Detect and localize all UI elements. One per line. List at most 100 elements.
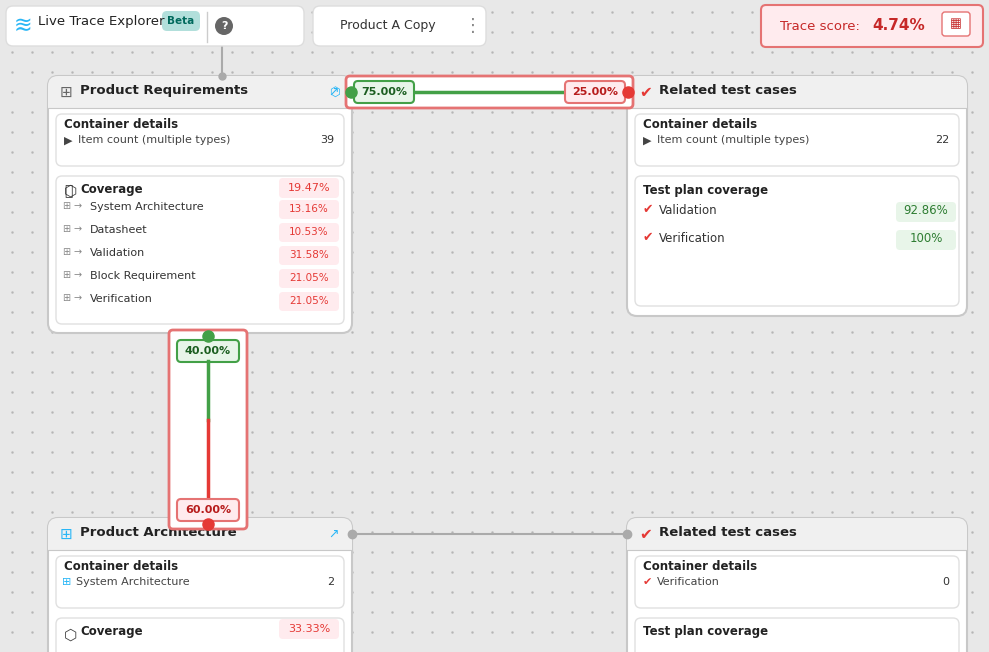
Text: 19.47%: 19.47% — [288, 183, 330, 193]
Text: Product A Copy: Product A Copy — [340, 20, 436, 33]
FancyBboxPatch shape — [354, 81, 414, 103]
Text: ✔: ✔ — [639, 527, 652, 542]
Bar — [48, 538, 352, 550]
Text: ⊞: ⊞ — [62, 201, 70, 211]
Text: 21.05%: 21.05% — [289, 296, 328, 306]
Text: 0: 0 — [942, 577, 949, 587]
FancyBboxPatch shape — [6, 6, 304, 46]
Text: System Architecture: System Architecture — [76, 577, 190, 587]
Text: ≋: ≋ — [14, 16, 33, 36]
FancyBboxPatch shape — [627, 76, 967, 316]
Text: Validation: Validation — [659, 204, 718, 217]
Text: Coverage: Coverage — [80, 625, 142, 638]
FancyBboxPatch shape — [56, 176, 344, 324]
Text: Related test cases: Related test cases — [659, 84, 797, 97]
Circle shape — [215, 17, 233, 35]
Text: ⊞: ⊞ — [62, 293, 70, 303]
Text: ⊞: ⊞ — [60, 85, 73, 100]
FancyBboxPatch shape — [565, 81, 625, 103]
Text: 21.05%: 21.05% — [289, 273, 328, 283]
Text: ▶: ▶ — [64, 136, 72, 146]
FancyBboxPatch shape — [627, 518, 967, 550]
Text: 25.00%: 25.00% — [572, 87, 618, 97]
FancyBboxPatch shape — [761, 5, 983, 47]
Text: 100%: 100% — [909, 233, 943, 246]
FancyBboxPatch shape — [635, 114, 959, 166]
Text: Product Requirements: Product Requirements — [80, 84, 248, 97]
FancyBboxPatch shape — [48, 518, 352, 550]
Text: 92.86%: 92.86% — [904, 205, 948, 218]
Text: Verification: Verification — [659, 232, 726, 245]
Text: ▦: ▦ — [950, 18, 962, 31]
Text: 31.58%: 31.58% — [289, 250, 329, 260]
FancyBboxPatch shape — [635, 556, 959, 608]
Text: System Architecture: System Architecture — [90, 202, 204, 212]
Text: ↗: ↗ — [328, 85, 339, 98]
FancyBboxPatch shape — [627, 76, 967, 108]
FancyBboxPatch shape — [177, 340, 239, 362]
Bar — [48, 96, 352, 108]
FancyBboxPatch shape — [169, 330, 247, 529]
Text: Verification: Verification — [90, 294, 153, 304]
FancyBboxPatch shape — [627, 518, 967, 652]
Bar — [627, 538, 967, 550]
FancyBboxPatch shape — [279, 292, 339, 311]
Text: ⋮: ⋮ — [464, 17, 482, 35]
Bar — [627, 96, 967, 108]
Text: ⬡: ⬡ — [64, 184, 77, 199]
FancyBboxPatch shape — [279, 619, 339, 639]
Text: →: → — [74, 270, 82, 280]
Text: Related test cases: Related test cases — [659, 526, 797, 539]
Text: 22: 22 — [935, 135, 949, 145]
Text: Container details: Container details — [643, 560, 758, 573]
FancyBboxPatch shape — [346, 76, 633, 108]
FancyBboxPatch shape — [56, 114, 344, 166]
Text: Validation: Validation — [90, 248, 145, 258]
FancyBboxPatch shape — [896, 202, 956, 222]
Text: ⊞: ⊞ — [62, 270, 70, 280]
FancyBboxPatch shape — [48, 76, 352, 333]
Text: 4.74%: 4.74% — [872, 18, 925, 33]
Text: 13.16%: 13.16% — [289, 204, 329, 214]
Text: Container details: Container details — [643, 118, 758, 131]
FancyBboxPatch shape — [942, 12, 970, 36]
Text: 33.33%: 33.33% — [288, 624, 330, 634]
Text: Verification: Verification — [657, 577, 720, 587]
Text: →: → — [74, 224, 82, 234]
FancyBboxPatch shape — [635, 176, 959, 306]
Text: Trace score:: Trace score: — [780, 20, 859, 33]
FancyBboxPatch shape — [279, 200, 339, 219]
Text: 39: 39 — [319, 135, 334, 145]
Text: ⊞: ⊞ — [62, 577, 71, 587]
Text: ⊞: ⊞ — [60, 527, 73, 542]
Text: ⊞: ⊞ — [62, 247, 70, 257]
FancyBboxPatch shape — [162, 11, 200, 31]
Text: Datasheet: Datasheet — [90, 225, 147, 235]
Text: 60.00%: 60.00% — [185, 505, 231, 515]
FancyBboxPatch shape — [279, 178, 339, 198]
FancyBboxPatch shape — [279, 246, 339, 265]
Text: ✔: ✔ — [639, 85, 652, 100]
FancyBboxPatch shape — [56, 556, 344, 608]
Text: Coverage: Coverage — [80, 183, 142, 196]
Text: Test plan coverage: Test plan coverage — [643, 625, 768, 638]
FancyBboxPatch shape — [635, 618, 959, 652]
Text: Live Trace Explorer: Live Trace Explorer — [38, 15, 164, 28]
Text: →: → — [74, 247, 82, 257]
Text: ✔: ✔ — [643, 577, 653, 587]
Text: ?: ? — [221, 21, 227, 31]
Text: ↗: ↗ — [328, 527, 339, 541]
FancyBboxPatch shape — [48, 518, 352, 652]
Text: 𝚱: 𝚱 — [64, 184, 72, 198]
FancyBboxPatch shape — [279, 223, 339, 242]
FancyBboxPatch shape — [48, 76, 352, 108]
Text: ⬡: ⬡ — [64, 628, 77, 643]
Text: →: → — [74, 201, 82, 211]
Text: Container details: Container details — [64, 118, 178, 131]
Text: ⊞: ⊞ — [62, 224, 70, 234]
Text: ▶: ▶ — [643, 136, 652, 146]
FancyBboxPatch shape — [896, 230, 956, 250]
Text: Item count (multiple types): Item count (multiple types) — [78, 135, 230, 145]
Text: 40.00%: 40.00% — [185, 346, 231, 356]
Text: Test plan coverage: Test plan coverage — [643, 184, 768, 197]
